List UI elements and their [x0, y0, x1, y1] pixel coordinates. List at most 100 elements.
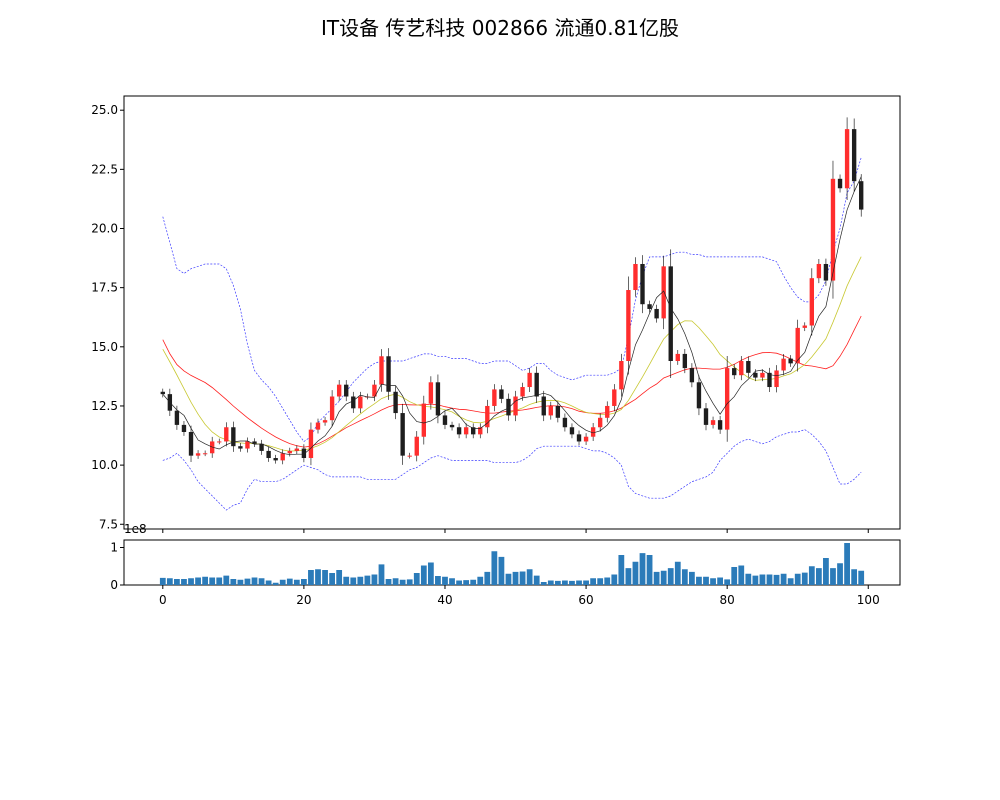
candle-body	[788, 358, 793, 364]
candle-body	[485, 405, 490, 428]
candle-body	[245, 441, 250, 449]
candle-body	[739, 361, 744, 376]
volume-bar	[159, 577, 166, 586]
volume-bar	[540, 582, 547, 585]
candle-body	[534, 372, 539, 397]
candle-body	[379, 356, 384, 385]
candle-body	[421, 403, 426, 437]
candle-body	[612, 389, 617, 406]
price-tick-label: 7.5	[99, 517, 118, 531]
volume-bar	[498, 556, 505, 586]
candle-body	[287, 450, 292, 454]
volume-bar	[188, 578, 194, 585]
volume-bar	[851, 569, 858, 585]
candle-body	[308, 429, 314, 459]
candle-body	[626, 290, 631, 361]
ma-short-line	[162, 176, 862, 456]
volume-bar	[477, 576, 484, 585]
candle-body	[837, 178, 843, 189]
x-tick-label: 100	[857, 593, 880, 607]
volume-bar	[766, 574, 773, 585]
candle-body	[463, 427, 469, 435]
candle-body	[682, 353, 688, 369]
candle-body	[456, 427, 462, 435]
volume-bar	[505, 573, 512, 585]
candle-body	[520, 387, 525, 397]
volume-bar	[815, 568, 822, 586]
volume-bar	[413, 573, 420, 585]
volume-bar	[794, 573, 801, 585]
volume-bar	[681, 569, 688, 585]
volume-bar	[801, 572, 808, 586]
candle-body	[217, 441, 222, 443]
candle-body	[576, 434, 582, 442]
price-tick-label: 12.5	[91, 399, 118, 413]
volume-bar	[442, 576, 448, 585]
candle-body	[830, 178, 836, 281]
volume-bar	[576, 580, 582, 585]
candle-body	[802, 325, 807, 328]
volume-bar	[837, 563, 843, 585]
candle-body	[527, 372, 532, 388]
candle-body	[590, 427, 596, 437]
candle-body	[351, 396, 356, 409]
price-tick-label: 20.0	[91, 222, 118, 236]
candle-body	[689, 368, 695, 383]
volume-bar	[808, 566, 815, 585]
candle-body	[647, 304, 652, 309]
candle-body	[816, 263, 822, 279]
volume-bar	[385, 579, 392, 585]
volume-bar	[251, 577, 258, 585]
volume-bar	[689, 571, 695, 586]
volume-bar	[237, 579, 244, 585]
candle-body	[668, 266, 673, 361]
volume-bar	[653, 571, 660, 586]
candle-body	[224, 427, 229, 442]
volume-bar	[625, 568, 632, 586]
volume-bar	[427, 562, 434, 585]
volume-bar	[244, 578, 251, 586]
volume-bar	[392, 578, 399, 585]
candle-body	[562, 417, 568, 428]
volume-bar	[604, 577, 611, 585]
volume-bar	[350, 577, 357, 585]
candle-body	[583, 436, 589, 442]
candle-body	[859, 181, 864, 210]
x-tick-label: 60	[578, 593, 593, 607]
candle-body	[435, 382, 441, 416]
volume-bar	[286, 578, 293, 586]
candle-body	[252, 441, 257, 444]
volume-bar	[301, 579, 307, 585]
volume-bar	[858, 570, 865, 585]
price-tick-label: 15.0	[91, 340, 118, 354]
candle-body	[273, 458, 278, 461]
candle-body	[315, 422, 321, 430]
volume-offset-label: 1e8	[124, 522, 147, 536]
volume-bar	[674, 561, 681, 585]
candle-body	[181, 424, 187, 432]
candle-body	[372, 384, 377, 397]
volume-frame	[123, 539, 901, 586]
volume-bar	[618, 555, 625, 585]
volume-bar	[223, 575, 230, 586]
candle-body	[724, 368, 730, 430]
volume-bar	[209, 577, 216, 585]
volume-bar	[315, 569, 321, 585]
volume-bar	[484, 571, 491, 586]
volume-bar	[717, 577, 723, 585]
volume-bar	[752, 575, 759, 586]
candle-body	[767, 372, 772, 388]
candle-body	[301, 448, 307, 459]
volume-bar	[562, 580, 568, 585]
candle-body	[499, 389, 504, 399]
candle-body	[753, 372, 758, 378]
volume-bar	[406, 579, 413, 586]
candle-body	[717, 420, 723, 430]
price-tick-label: 25.0	[91, 103, 118, 117]
volume-bar	[731, 567, 738, 585]
volume-bar	[703, 576, 709, 585]
volume-tick-label: 1	[110, 541, 118, 555]
candle-body	[478, 427, 483, 435]
volume-bar	[646, 555, 653, 585]
